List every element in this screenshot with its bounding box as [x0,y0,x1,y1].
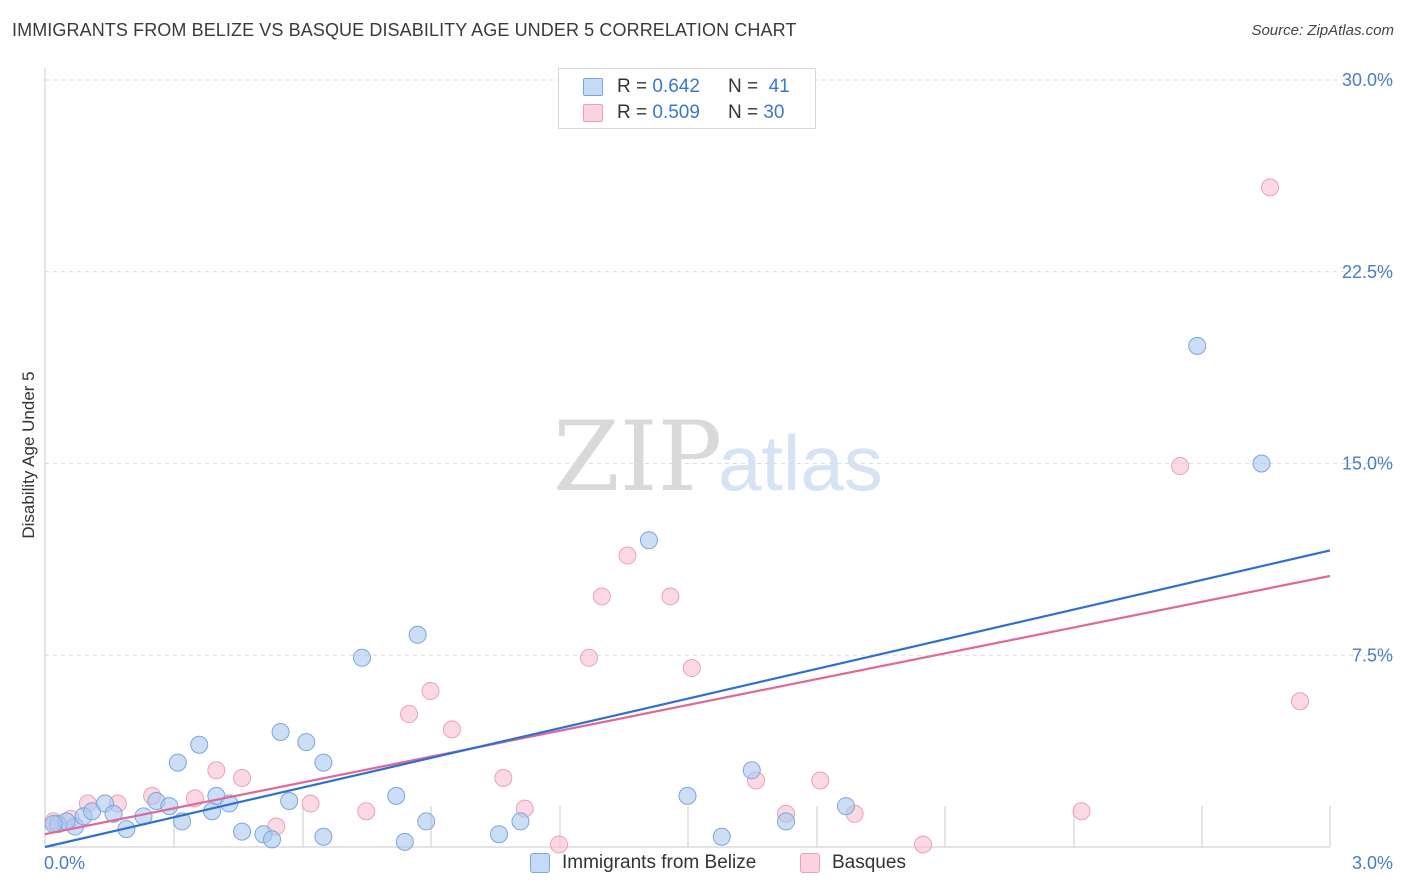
basques-point [811,771,830,790]
legend-r-label: R = [617,76,648,97]
basques-point [494,768,513,787]
belize-trend-line [44,549,1331,849]
y-tick-label: 22.5% [1342,262,1393,282]
legend-swatch-blue [530,853,550,873]
belize-point [314,827,333,846]
legend-r-label: R = [617,102,648,123]
legend-r-value: 0.642 [652,76,700,97]
belize-point [297,733,316,752]
trend-lines [44,549,1331,849]
belize-point [678,786,697,805]
basques-point [207,761,226,780]
basques-point [618,546,637,565]
basques-point [301,794,320,813]
legend-r-value: 0.509 [652,102,700,123]
belize-points [44,336,1271,851]
legend-row-belize: R = 0.642 N = 41 [583,75,790,99]
legend-n-label: N = [727,102,759,123]
belize-point [280,791,299,810]
legend-swatch-pink [583,104,603,122]
watermark: ZIP atlas [553,401,883,513]
y-tick-label: 7.5% [1352,645,1393,665]
series-legend: Immigrants from Belize Basques [0,852,1406,878]
belize-point [836,797,855,816]
legend-n-label: N = [727,76,759,97]
belize-point [777,812,796,831]
basques-point [421,682,440,701]
stats-legend: R = 0.642 N = 41 R = 0.509 N = 30 [558,68,816,129]
belize-point [160,797,179,816]
basques-point [661,587,680,606]
basques-point [400,705,419,724]
belize-point [168,753,187,772]
basques-point [1171,457,1190,476]
belize-point [408,625,427,644]
belize-point [314,753,333,772]
belize-point [742,761,761,780]
belize-point [104,804,123,823]
y-tick-labels: 7.5% 15.0% 22.5% 30.0% [1342,70,1393,665]
source-label: Source: ZipAtlas.com [1251,22,1394,39]
x-tick-labels: 0.0% 3.0% [44,853,1393,873]
belize-point [712,827,731,846]
basques-point [550,835,568,854]
basques-point [914,835,933,854]
basques-points [44,178,1310,854]
belize-point [1188,336,1207,355]
belize-point [352,648,371,667]
legend-label-belize: Immigrants from Belize [562,852,757,873]
belize-point [190,735,209,754]
legend-swatch-blue [583,78,603,96]
chart-title: IMMIGRANTS FROM BELIZE VS BASQUE DISABIL… [12,20,797,40]
basques-point [442,720,461,739]
watermark-zip: ZIP [553,401,722,513]
basques-point [357,802,376,821]
y-axis-title: Disability Age Under 5 [19,371,38,538]
belize-point [271,722,290,741]
belize-point [44,814,63,833]
legend-n-value: 30 [763,102,785,123]
belize-point [639,531,658,550]
basques-point [1072,802,1091,821]
belize-point [490,825,509,844]
y-tick-label: 15.0% [1342,454,1393,474]
x-tick-label: 3.0% [1352,853,1393,873]
belize-point [1252,454,1271,473]
gridlines [45,79,1392,656]
belize-point [387,786,406,805]
belize-point [203,802,222,821]
legend-item-belize: Immigrants from Belize [530,852,756,874]
basques-trend-line [44,574,1331,836]
basques-point [1291,692,1310,711]
x-tick-label: 0.0% [44,853,85,873]
belize-point [395,832,414,851]
basques-point [682,659,701,678]
legend-label-basques: Basques [832,852,906,873]
legend-n-value: 41 [768,76,790,97]
legend-row-basques: R = 0.509 N = 30 [583,101,784,125]
basques-point [592,587,611,606]
belize-point [263,830,282,849]
y-tick-label: 30.0% [1342,70,1393,90]
legend-swatch-pink [800,853,820,873]
belize-point [233,822,252,841]
belize-point [511,812,530,831]
basques-point [1261,178,1280,197]
legend-item-basques: Basques [800,852,906,874]
basques-point [233,768,252,787]
belize-point [417,812,436,831]
basques-point [579,648,598,667]
